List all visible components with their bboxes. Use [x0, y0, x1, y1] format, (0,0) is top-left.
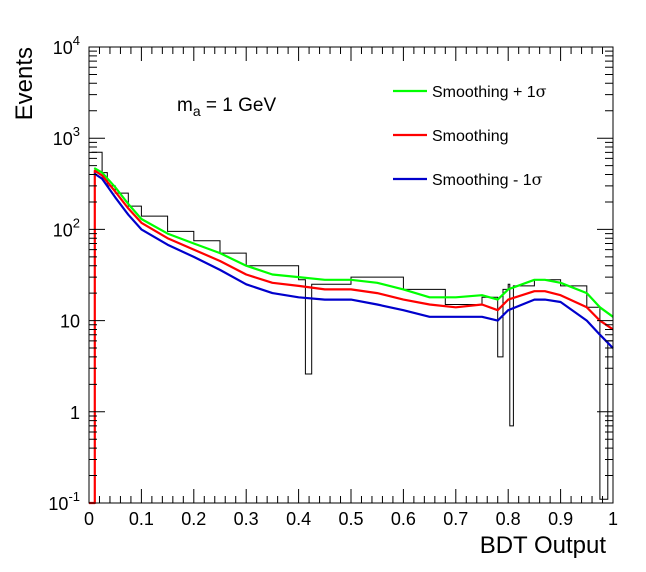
y-axis-title: Events: [11, 47, 38, 120]
legend: Smoothing + 1σ Smoothing Smoothing - 1σ: [393, 82, 547, 189]
x-tick-label: 0.7: [443, 509, 468, 529]
y-minor-ticks: [89, 50, 613, 477]
mass-annotation: ma = 1 GeV: [177, 95, 276, 119]
smoothing-minus-1sigma-line: [93, 172, 614, 349]
legend-entry-plus-1sigma-label: Smoothing + 1σ: [432, 82, 547, 101]
y-major-ticks: [89, 46, 613, 504]
tick-labels: 0 0.1 0.2 0.3 0.4 0.5 0.6 0.7 0.8 0.9 1 10-1 1 10 102 1…: [48, 33, 618, 529]
legend-entry-minus-1sigma-label: Smoothing - 1σ: [432, 170, 543, 189]
y-tick-label: 1: [70, 403, 80, 423]
x-tick-label: 0.1: [129, 509, 154, 529]
y-tick-label: 10-1: [48, 489, 80, 514]
x-axis-title: BDT Output: [480, 532, 607, 559]
data-histogram-line: [91, 151, 614, 500]
series-layer: [89, 151, 614, 505]
y-tick-label: 103: [53, 124, 80, 149]
smoothing-plus-1sigma-line: [93, 167, 614, 318]
y-tick-label: 104: [53, 33, 80, 58]
x-tick-label: 1: [608, 509, 618, 529]
x-tick-label: 0: [84, 509, 94, 529]
x-tick-label: 0.2: [181, 509, 206, 529]
x-tick-label: 0.8: [496, 509, 521, 529]
x-tick-label: 0.4: [286, 509, 311, 529]
x-tick-label: 0.5: [338, 509, 363, 529]
x-major-ticks: [88, 47, 614, 503]
smoothing-line: [89, 169, 614, 505]
ticks-layer: [88, 46, 614, 504]
y-tick-label: 10: [60, 312, 80, 332]
x-minor-ticks: [98, 47, 604, 503]
legend-entry-smoothing-label: Smoothing: [432, 128, 509, 145]
x-tick-label: 0.9: [548, 509, 573, 529]
x-tick-label: 0.6: [391, 509, 416, 529]
x-tick-label: 0.3: [234, 509, 259, 529]
y-tick-label: 102: [53, 215, 80, 240]
